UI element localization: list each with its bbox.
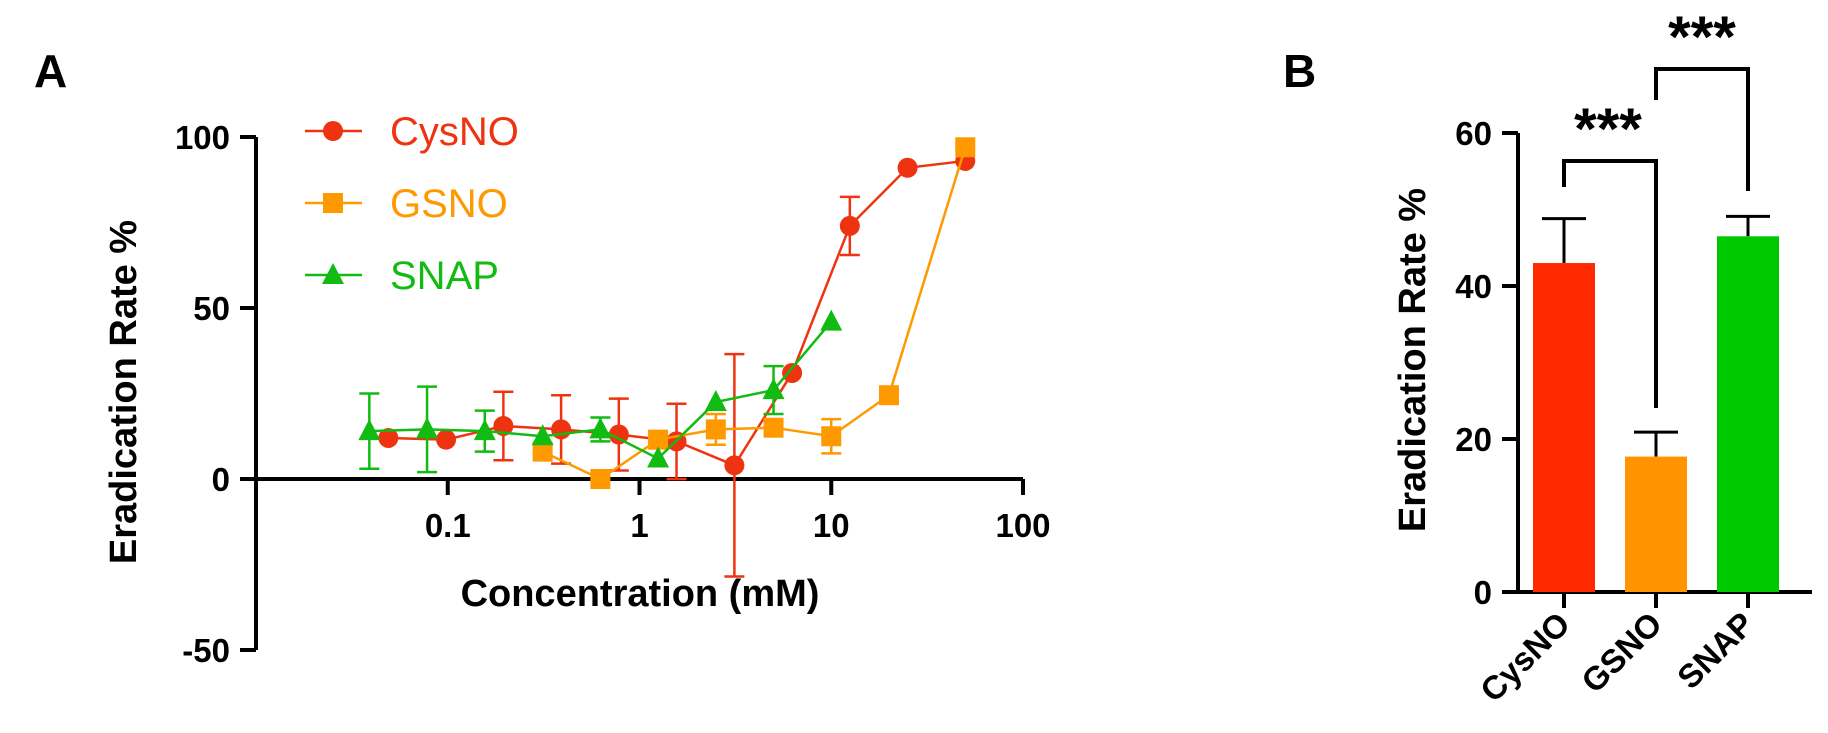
data-point-gsno	[648, 429, 669, 450]
data-point-cysno	[897, 157, 918, 178]
panel-a-x-tick-label: 100	[995, 507, 1050, 544]
data-point-cysno	[782, 362, 803, 383]
data-point-cysno	[839, 215, 860, 236]
legend-label: GSNO	[390, 182, 508, 226]
data-point-gsno	[532, 441, 553, 462]
bar-cysno	[1533, 263, 1595, 592]
significance-label: ***	[1574, 97, 1642, 162]
panel-b-x-tick-label: CysNO	[1473, 605, 1577, 709]
panel-a-y-axis-title: Eradication Rate %	[103, 220, 145, 564]
data-point-snap	[416, 417, 439, 439]
legend-label: SNAP	[390, 254, 499, 298]
panel-b-y-tick-label: 60	[1455, 115, 1492, 152]
data-point-gsno	[955, 137, 976, 158]
data-point-cysno	[608, 424, 629, 445]
data-point-snap	[762, 378, 785, 400]
panel-a-x-tick-label: 0.1	[425, 507, 471, 544]
significance-bracket	[1562, 159, 1658, 408]
panel-a-x-tick-label: 1	[630, 507, 648, 544]
series-snap	[358, 309, 843, 474]
significance-label: ***	[1668, 5, 1736, 70]
panel-b-y-tick-label: 20	[1455, 421, 1492, 458]
data-point-gsno	[590, 469, 611, 489]
panel-b-x-tick-label: GSNO	[1574, 605, 1669, 700]
legend-label: CysNO	[390, 110, 519, 154]
panel-b-y-tick-label: 0	[1474, 574, 1492, 611]
legend-marker	[323, 193, 343, 213]
panel-a-y-tick-label: 100	[175, 119, 230, 156]
bar-gsno	[1625, 456, 1687, 592]
data-point-snap	[531, 424, 554, 446]
data-point-snap	[704, 390, 727, 412]
panel-b-label: B	[1283, 45, 1316, 97]
legend-entry-gsno: GSNO	[305, 182, 508, 226]
panel-b-x-tick-label: SNAP	[1670, 605, 1761, 696]
data-point-gsno	[821, 426, 842, 447]
bar-snap	[1717, 236, 1779, 592]
legend-entry-snap: SNAP	[305, 254, 499, 298]
panel-a-y-tick-label: 50	[193, 290, 230, 327]
data-point-snap	[358, 419, 381, 441]
panel-b-y-axis-title: Eradication Rate %	[1392, 188, 1434, 532]
panel-a-x-tick-label: 10	[813, 507, 850, 544]
data-point-snap	[589, 417, 612, 439]
data-point-snap	[820, 309, 843, 331]
data-point-cysno	[378, 427, 399, 448]
significance-bracket	[1654, 67, 1750, 191]
data-point-gsno	[878, 385, 899, 406]
data-point-cysno	[724, 455, 745, 476]
data-point-gsno	[763, 417, 784, 438]
panel-a-x-axis-title: Concentration (mM)	[461, 573, 820, 615]
series-gsno	[532, 137, 976, 489]
data-point-gsno	[705, 419, 726, 440]
data-point-snap	[473, 419, 496, 441]
legend-marker	[322, 263, 344, 284]
panel-a-label: A	[34, 45, 67, 97]
data-point-cysno	[436, 429, 457, 450]
data-point-cysno	[551, 419, 572, 440]
panel-a-y-tick-label: 0	[212, 461, 230, 498]
legend-marker	[323, 121, 343, 141]
legend-entry-cysno: CysNO	[305, 110, 519, 154]
panel-a-y-tick-label: -50	[182, 632, 230, 669]
panel-b-y-tick-label: 40	[1455, 268, 1492, 305]
data-point-cysno	[493, 415, 514, 436]
data-point-snap	[647, 446, 670, 468]
panel-a-chart: -50 0 50 100 0.1 1 10 100 CysNO GSNO SNAP	[175, 110, 1051, 669]
